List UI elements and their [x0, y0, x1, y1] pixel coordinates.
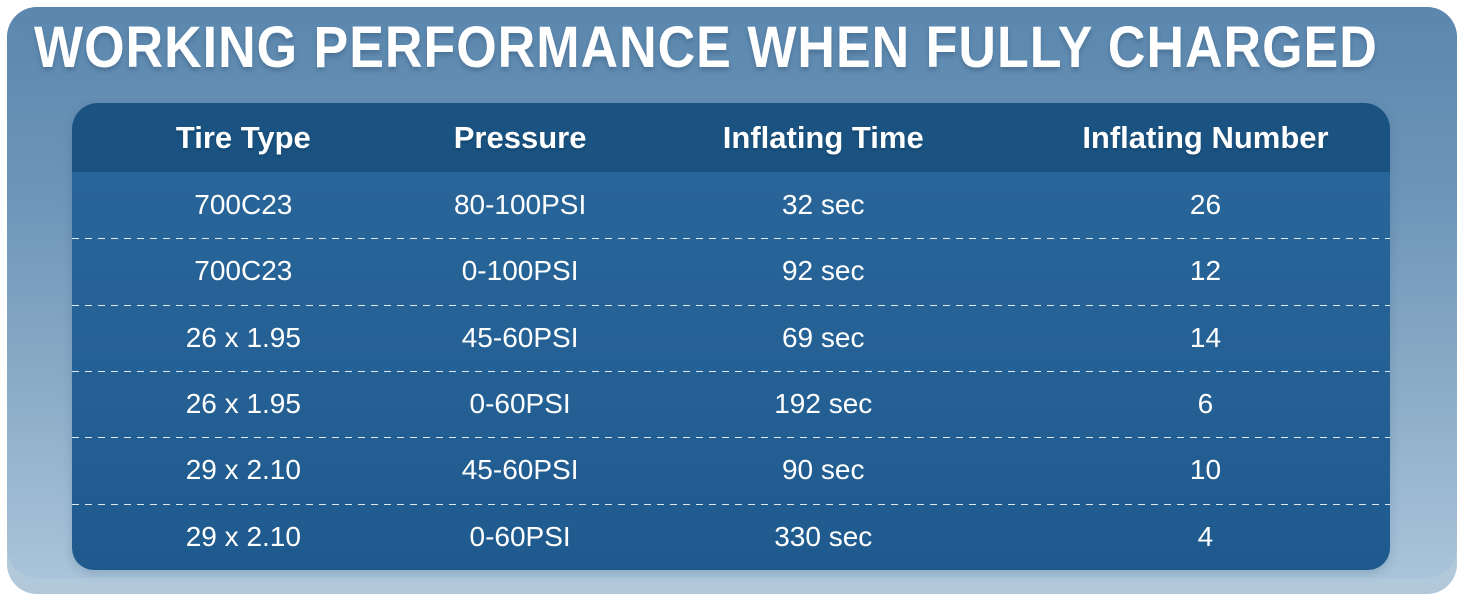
table-cell: 14: [1189, 321, 1222, 353]
table-cell: 29 x 2.10: [185, 454, 301, 486]
table-cell: 90 sec: [781, 454, 865, 486]
performance-table: Tire Type Pressure Inflating Time Inflating…: [72, 103, 1390, 570]
table-cell: 6: [1197, 388, 1214, 420]
table-cell: 0-60PSI: [469, 388, 571, 420]
table-cell: 192 sec: [774, 388, 873, 420]
table-row: 700C23 0-100PSI 92 sec 12: [72, 238, 1390, 305]
table-cell: 26 x 1.95: [185, 321, 301, 353]
table-cell: 700C23: [194, 189, 293, 221]
page-title: WORKING PERFORMANCE WHEN FULLY CHARGED: [34, 15, 1378, 81]
table-cell: 0-100PSI: [461, 255, 579, 287]
table-cell: 29 x 2.10: [185, 520, 301, 552]
table-cell: 80-100PSI: [453, 189, 587, 221]
header-cell: Tire Type: [175, 119, 311, 155]
table-cell: 26 x 1.95: [185, 388, 301, 420]
table-cell: 12: [1189, 255, 1222, 287]
table-cell: 32 sec: [781, 189, 865, 221]
table-row: 26 x 1.95 45-60PSI 69 sec 14: [72, 304, 1390, 371]
table-cell: 330 sec: [774, 520, 873, 552]
table-cell: 45-60PSI: [461, 454, 579, 486]
header-cell: Inflating Number: [1082, 119, 1329, 155]
table-cell: 26: [1189, 189, 1222, 221]
table-cell: 92 sec: [781, 255, 865, 287]
table-row: 700C23 80-100PSI 32 sec 26: [72, 172, 1390, 238]
table-row: 29 x 2.10 0-60PSI 330 sec 4: [72, 503, 1390, 570]
table-cell: 10: [1189, 454, 1222, 486]
table-body: 700C23 80-100PSI 32 sec 26 700C23 0-100PSI 92 …: [72, 172, 1390, 570]
table-cell: 69 sec: [781, 321, 865, 353]
table-cell: 700C23: [194, 255, 293, 287]
table-cell: 45-60PSI: [461, 321, 579, 353]
table-row: 29 x 2.10 45-60PSI 90 sec 10: [72, 437, 1390, 504]
header-row: Tire Type Pressure Inflating Time Inflating…: [72, 103, 1390, 172]
table-cell: 0-60PSI: [469, 520, 571, 552]
table-cell: 4: [1197, 520, 1214, 552]
header-cell: Inflating Time: [722, 119, 924, 155]
table-row: 26 x 1.95 0-60PSI 192 sec 6: [72, 370, 1390, 438]
header-cell: Pressure: [453, 119, 587, 155]
